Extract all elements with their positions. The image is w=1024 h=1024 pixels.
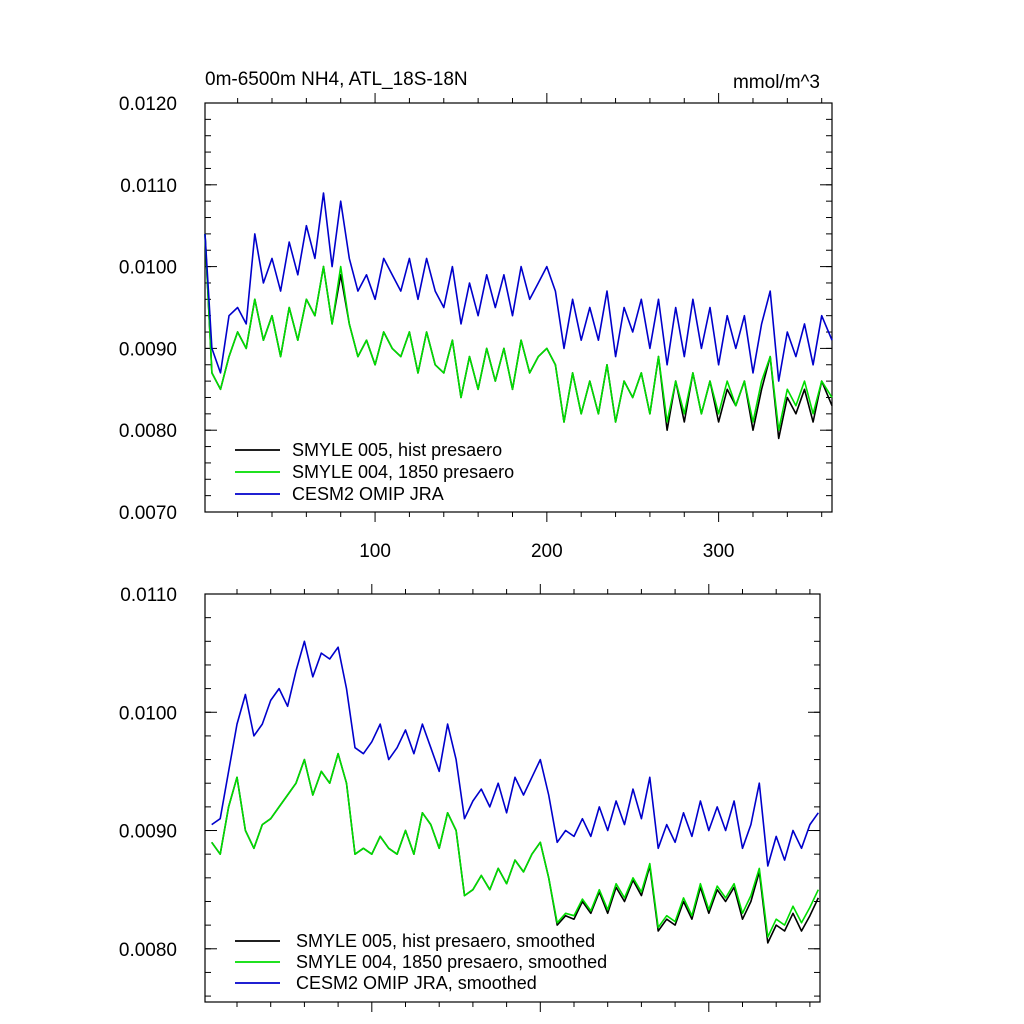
top-series-line-3 — [204, 192, 833, 382]
bottom-ytick-label: 0.0080 — [119, 940, 177, 961]
top-legend-label-1: SMYLE 005, hist presaero — [292, 440, 502, 460]
top-ytick-label: 0.0120 — [119, 94, 177, 115]
top-ytick-label: 0.0080 — [119, 421, 177, 442]
bottom-ytick-label: 0.0110 — [120, 585, 177, 606]
top-legend-label-2: SMYLE 004, 1850 presaero — [292, 462, 514, 482]
top-plot-frame — [204, 102, 833, 513]
top-xtick-label: 100 — [359, 541, 391, 562]
top-legend-label-3: CESM2 OMIP JRA — [292, 484, 444, 504]
bottom-ytick-label: 0.0090 — [119, 822, 177, 843]
bottom-panel: 0.0080 0.0090 0.0100 0.0110 SMYLE 005, hist… — [119, 584, 821, 1012]
top-ytick-label: 0.0090 — [119, 339, 177, 360]
bottom-legend-label-3: CESM2 OMIP JRA, smoothed — [296, 973, 537, 993]
bottom-series-group — [211, 640, 820, 944]
top-xtick-label: 300 — [703, 541, 735, 562]
top-xtick-label: 200 — [531, 541, 563, 562]
bottom-legend-label-2: SMYLE 004, 1850 presaero, smoothed — [296, 952, 607, 972]
top-series-group — [204, 192, 833, 440]
top-panel: 0m-6500m NH4, ATL_18S-18N mmol/m^3 0.007… — [119, 69, 833, 562]
bottom-series-line-3 — [211, 640, 819, 867]
bottom-legend: SMYLE 005, hist presaero, smoothedSMYLE … — [235, 931, 607, 993]
top-panel-units: mmol/m^3 — [733, 72, 820, 93]
top-ytick-label: 0.0070 — [119, 503, 177, 524]
top-series-line-2 — [204, 233, 833, 432]
bottom-series-line-2 — [211, 752, 820, 938]
top-ytick-label: 0.0100 — [119, 258, 177, 279]
bottom-series-line-1 — [211, 752, 820, 944]
top-panel-title: 0m-6500m NH4, ATL_18S-18N — [205, 69, 468, 90]
top-ytick-label: 0.0110 — [120, 176, 177, 197]
bottom-ytick-label: 0.0100 — [119, 703, 177, 724]
bottom-axes-ticks: 0.0080 0.0090 0.0100 0.0110 — [119, 584, 820, 1012]
bottom-plot-frame — [204, 593, 821, 1003]
bottom-legend-label-1: SMYLE 005, hist presaero, smoothed — [296, 931, 595, 951]
